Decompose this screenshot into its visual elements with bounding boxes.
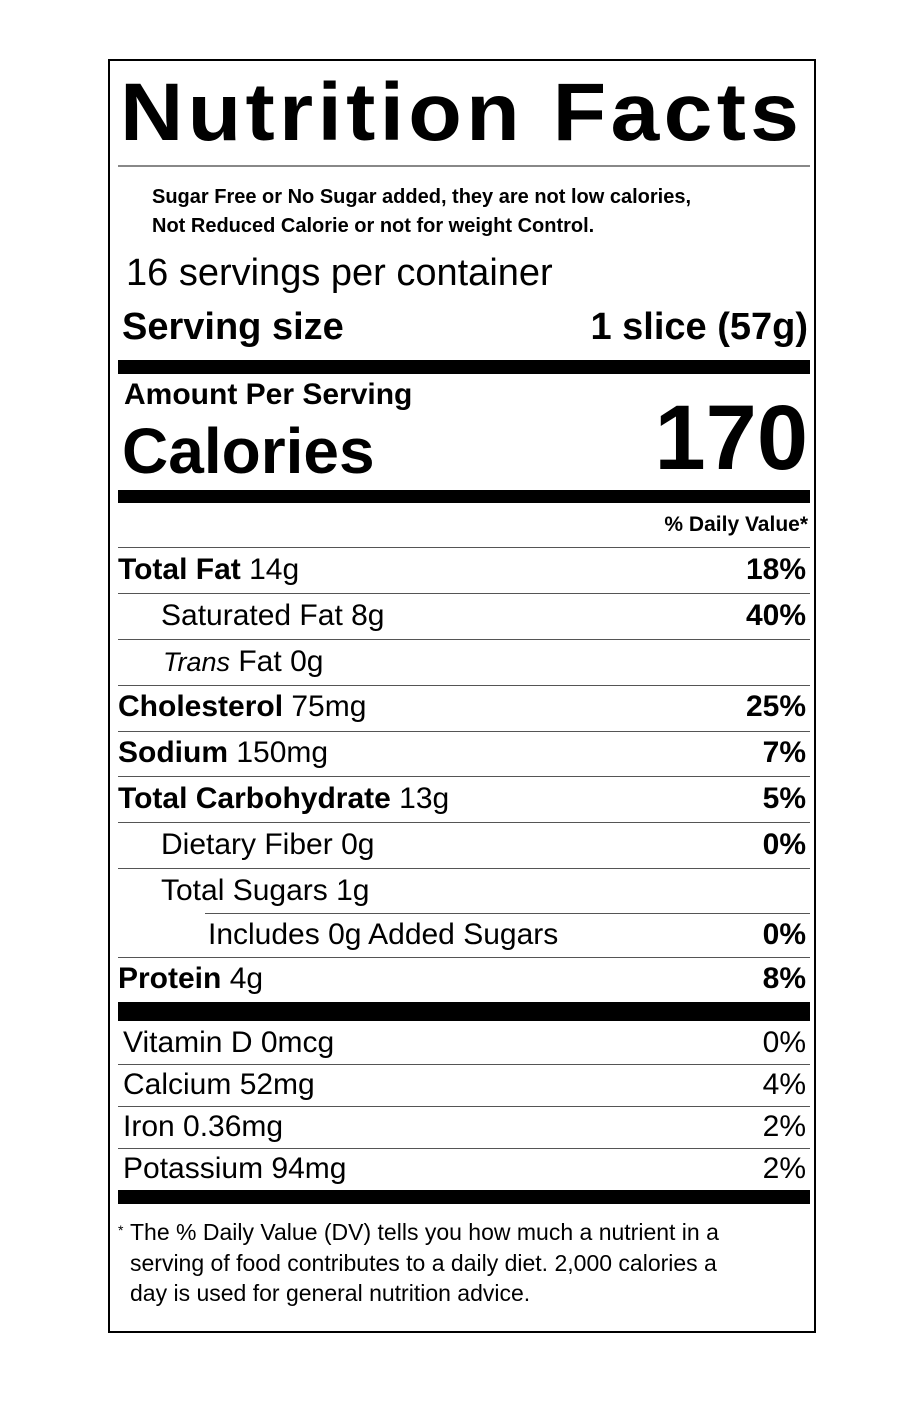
nutrient-dv: 18% (745, 553, 806, 586)
nutrient-name: Protein (118, 962, 222, 995)
nutrient-name: Includes 0g Added Sugars (208, 918, 559, 951)
divider (118, 868, 810, 869)
nutrient-row-protein: Protein 4g 8% (118, 962, 806, 996)
nutrient-dv: 5% (762, 782, 806, 815)
label-title: Nutrition Facts (120, 67, 804, 158)
nutrient-name: Total Carbohydrate (118, 782, 391, 815)
nutrient-amount: 0g (290, 645, 324, 678)
nutrient-dv: 0% (762, 828, 806, 861)
divider (118, 1106, 810, 1107)
nutrient-amount: 14g (249, 553, 300, 586)
calories-label: Calories (122, 415, 375, 487)
nutrient-dv: 0% (762, 918, 806, 951)
nutrient-amount: 0g (341, 828, 375, 861)
vitamin-label: Calcium 52mg (123, 1068, 315, 1101)
footnote-line-2: serving of food contributes to a daily d… (130, 1250, 717, 1276)
nutrient-name: Fat (238, 645, 282, 678)
daily-value-header: % Daily Value* (664, 513, 808, 536)
nutrient-name: Sodium (118, 736, 228, 769)
vitamin-dv: 0% (762, 1026, 806, 1059)
nutrient-name-italic: Trans (163, 647, 231, 677)
nutrient-name: Saturated Fat (161, 599, 343, 632)
vitamin-dv: 2% (762, 1152, 806, 1185)
nutrient-row-total-fat: Total Fat 14g 18% (118, 553, 806, 587)
divider (118, 1148, 810, 1149)
thick-divider (118, 360, 810, 374)
vitamin-row: Iron 0.36mg 2% (118, 1110, 806, 1144)
nutrient-row-trans-fat: Trans Fat 0g (118, 645, 806, 679)
divider (205, 913, 810, 914)
divider (118, 731, 810, 732)
label-note-line-2: Not Reduced Calorie or not for weight Co… (152, 215, 595, 237)
nutrient-amount: 150mg (236, 736, 329, 769)
nutrient-row-added-sugars: Includes 0g Added Sugars 0% (118, 918, 806, 952)
vitamin-label: Potassium 94mg (123, 1152, 347, 1185)
divider (118, 547, 810, 548)
divider (118, 957, 810, 958)
vitamin-dv: 4% (762, 1068, 806, 1101)
nutrient-amount: 75mg (291, 690, 367, 723)
servings-per-container: 16 servings per container (126, 252, 553, 294)
footnote-line-3: day is used for general nutrition advice… (130, 1280, 531, 1306)
vitamin-dv: 2% (762, 1110, 806, 1143)
amount-per-serving: Amount Per Serving (124, 378, 413, 411)
vitamin-row: Vitamin D 0mcg 0% (118, 1026, 806, 1060)
divider (118, 165, 810, 167)
footnote-line-1: The % Daily Value (DV) tells you how muc… (130, 1219, 719, 1245)
nutrient-dv: 25% (745, 690, 806, 723)
nutrient-amount: 4g (229, 962, 264, 995)
serving-size-value: 1 slice (57g) (590, 306, 808, 348)
vitamin-label: Vitamin D 0mcg (123, 1026, 335, 1059)
nutrient-name: Total Sugars (161, 874, 328, 907)
divider (118, 822, 810, 823)
nutrient-amount: 1g (336, 874, 370, 907)
nutrient-amount: 13g (399, 782, 450, 815)
nutrition-label-frame (108, 59, 816, 1333)
divider (118, 685, 810, 686)
medium-divider (118, 490, 810, 503)
nutrient-amount: 8g (351, 599, 385, 632)
calories-value: 170 (654, 387, 809, 489)
divider (118, 593, 810, 594)
vitamin-label: Iron 0.36mg (123, 1110, 284, 1143)
nutrient-row-dietary-fiber: Dietary Fiber 0g 0% (118, 828, 806, 862)
footnote-asterisk: * (118, 1222, 124, 1238)
divider (118, 1064, 810, 1065)
divider (118, 776, 810, 777)
nutrient-row-sodium: Sodium 150mg 7% (118, 736, 806, 770)
vitamin-row: Calcium 52mg 4% (118, 1068, 806, 1102)
serving-size-label: Serving size (122, 306, 344, 348)
thick-divider (118, 1002, 810, 1021)
divider (118, 639, 810, 640)
nutrient-row-total-sugars: Total Sugars 1g (118, 874, 806, 908)
nutrient-name: Cholesterol (118, 690, 284, 723)
thick-divider (118, 1190, 810, 1204)
label-note-line-1: Sugar Free or No Sugar added, they are n… (152, 186, 692, 208)
vitamin-row: Potassium 94mg 2% (118, 1152, 806, 1186)
nutrient-dv: 40% (745, 599, 806, 632)
nutrient-name: Dietary Fiber (161, 828, 333, 861)
nutrient-dv: 7% (762, 736, 806, 769)
nutrient-name: Total Fat (118, 553, 241, 586)
nutrient-row-saturated-fat: Saturated Fat 8g 40% (118, 599, 806, 633)
nutrient-row-cholesterol: Cholesterol 75mg 25% (118, 690, 806, 724)
nutrient-dv: 8% (762, 962, 806, 995)
nutrient-row-total-carbohydrate: Total Carbohydrate 13g 5% (118, 782, 806, 816)
